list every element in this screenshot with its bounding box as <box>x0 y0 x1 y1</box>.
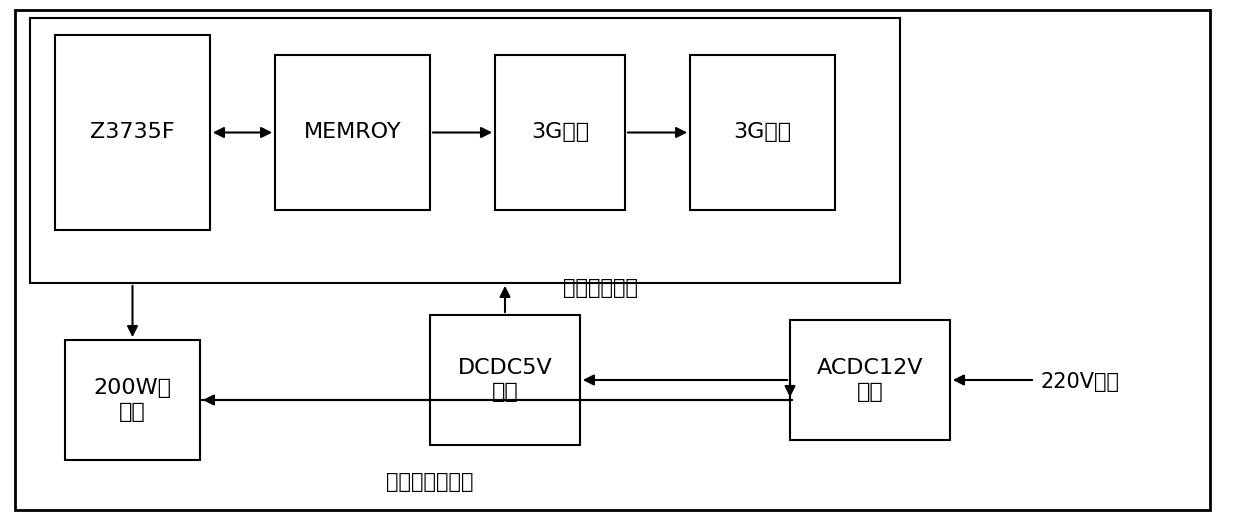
Text: MEMROY: MEMROY <box>304 123 402 143</box>
Bar <box>495 55 625 210</box>
Text: 核心板架构图: 核心板架构图 <box>563 278 637 298</box>
Text: 硬件系统框架图: 硬件系统框架图 <box>386 472 474 492</box>
Bar <box>275 55 430 210</box>
Text: Z3735F: Z3735F <box>91 123 175 143</box>
Bar <box>55 35 210 230</box>
Bar <box>430 315 580 445</box>
Bar <box>790 320 950 440</box>
Text: 3G天线: 3G天线 <box>733 123 791 143</box>
Text: 3G模块: 3G模块 <box>531 123 589 143</box>
Bar <box>30 18 900 283</box>
Text: 220V交流: 220V交流 <box>1040 372 1118 392</box>
Text: ACDC12V
模块: ACDC12V 模块 <box>817 358 924 401</box>
Text: 200W摄
像头: 200W摄 像头 <box>93 378 171 422</box>
Bar <box>64 340 200 460</box>
Bar <box>689 55 835 210</box>
Text: DCDC5V
模块: DCDC5V 模块 <box>458 358 552 401</box>
